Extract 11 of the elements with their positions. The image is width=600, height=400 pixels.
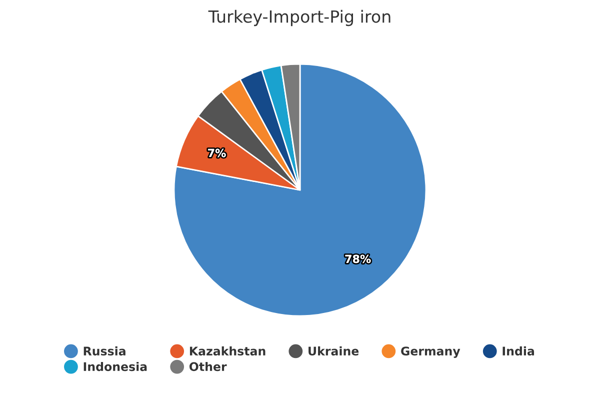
legend-label: Kazakhstan (190, 346, 266, 356)
chart-title: Turkey-Import-Pig iron (208, 10, 390, 26)
pie-slice (173, 63, 427, 317)
data-label: 78% (345, 254, 371, 264)
legend-label: Ukraine (308, 346, 359, 356)
legend-label: Russia (84, 346, 126, 356)
legend-label: India (502, 346, 534, 356)
data-label: 7% (208, 148, 226, 158)
legend-label: Other (189, 362, 227, 372)
legend-label: Germany (401, 346, 460, 358)
legend-label: Indonesia (84, 362, 147, 372)
